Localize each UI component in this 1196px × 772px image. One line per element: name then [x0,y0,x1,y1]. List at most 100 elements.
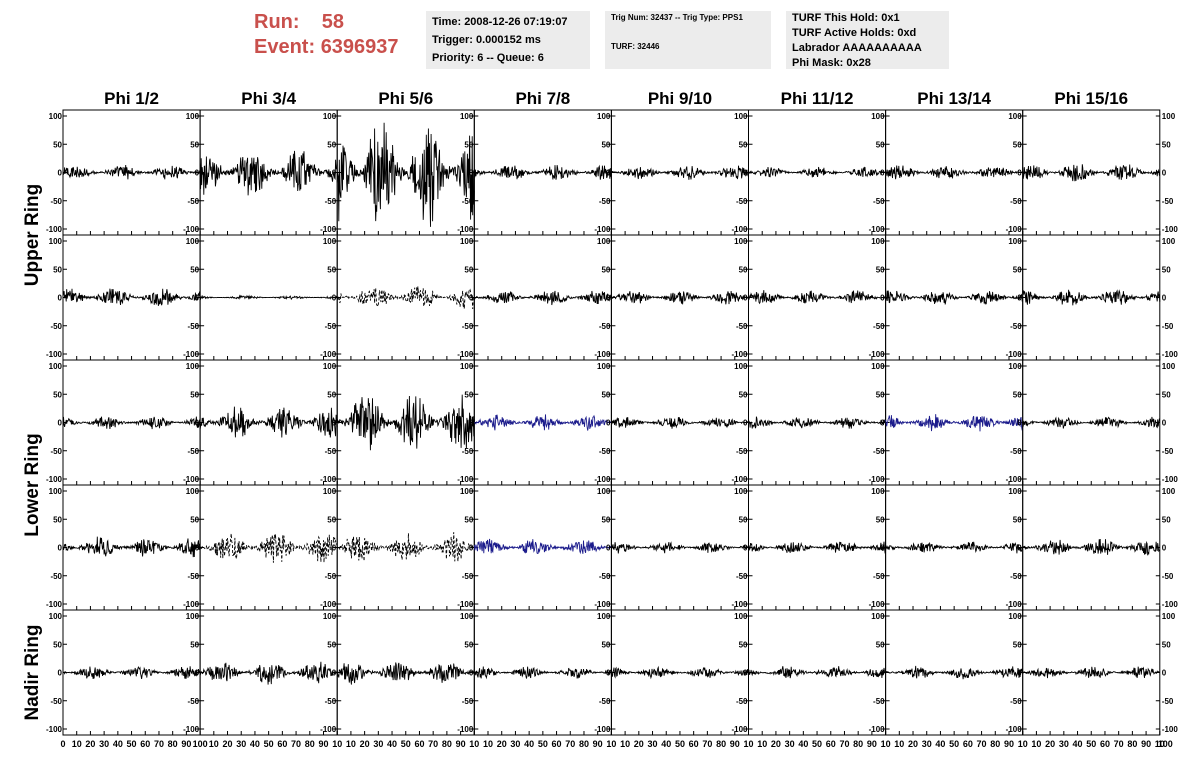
xtick-label: 20 [1045,739,1055,749]
ytick-label: 0 [1017,669,1022,678]
xtick-label: 40 [387,739,397,749]
ytick-label: 0 [880,544,885,553]
xtick-label: 20 [85,739,95,749]
xtick-label: 90 [867,739,877,749]
ytick-label: 50 [601,515,610,524]
time-text: Time: 2008-12-26 07:19:07 [432,16,568,28]
xtick-label: 10 [1155,739,1165,749]
ytick-label: 50 [876,140,885,149]
xtick-label: 90 [318,739,328,749]
ytick-label: 50 [464,390,473,399]
ytick-label: 0 [195,169,200,178]
xtick-label: 0 [60,739,65,749]
ytick-label: 50 [601,265,610,274]
ytick-label: -50 [325,572,337,581]
priority-text: Priority: 6 -- Queue: 6 [432,52,544,64]
ytick-label-right: 100 [1162,612,1176,621]
xtick-label: 30 [373,739,383,749]
ytick-label: 50 [739,515,748,524]
ytick-label: 100 [1008,362,1022,371]
xtick-label: 20 [634,739,644,749]
ytick-label: -100 [183,600,200,609]
run-label: Run: [254,11,300,33]
ytick-label: 50 [190,640,199,649]
ytick-label: 0 [880,169,885,178]
ytick-label: 50 [327,140,336,149]
ytick-label: -50 [599,447,611,456]
xtick-label: 40 [1073,739,1083,749]
ytick-label: 50 [464,515,473,524]
ytick-label: 100 [460,112,474,121]
ytick-label: 50 [53,140,62,149]
xtick-label: 10 [757,739,767,749]
xtick-label: 90 [1141,739,1151,749]
xtick-label: 40 [250,739,260,749]
waveform-trace [610,665,749,680]
ytick-label: -50 [325,322,337,331]
ytick-label: 50 [739,640,748,649]
ytick-label-right: 0 [1162,419,1167,428]
ytick-label: 0 [880,294,885,303]
ytick-label: 50 [739,390,748,399]
xtick-label: 70 [839,739,849,749]
ytick-label: 50 [739,265,748,274]
xtick-label: 10 [469,739,479,749]
ytick-label: -50 [736,322,748,331]
xtick-label: 20 [223,739,233,749]
ytick-label: -50 [599,197,611,206]
waveform-trace [748,416,887,429]
phi-header-6: Phi 11/12 [781,89,854,108]
waveform-trace [885,541,1024,554]
xtick-label: 10 [332,739,342,749]
ytick-label: -50 [462,322,474,331]
event-value: 6396937 [320,36,399,58]
ytick-label-right: 50 [1162,390,1171,399]
waveform-trace [611,165,749,180]
xtick-label: 10 [346,739,356,749]
ytick-label: -50 [599,322,611,331]
ytick-label: -100 [457,475,474,484]
ytick-label: -100 [731,725,748,734]
turf-info-box: TURF This Hold: 0x1 TURF Active Holds: 0… [786,11,949,69]
ytick-label: -100 [869,225,886,234]
ytick-label: 50 [1013,390,1022,399]
waveform-trace [337,286,475,310]
waveform-trace [748,666,887,679]
waveform-trace [474,414,612,431]
waveform-trace [473,666,612,680]
panel-frame [199,359,338,486]
ytick-label-right: 0 [1162,669,1167,678]
ytick-label: 50 [190,390,199,399]
xtick-label: 80 [305,739,315,749]
xtick-label: 10 [1018,739,1028,749]
xtick-label: 80 [990,739,1000,749]
xtick-label: 50 [401,739,411,749]
xtick-label: 30 [510,739,520,749]
xtick-label: 50 [538,739,548,749]
ytick-label: -50 [325,197,337,206]
ytick-label: -100 [731,600,748,609]
waveform-trace [62,665,201,680]
phi-mask-text: Phi Mask: 0x28 [792,57,871,69]
ytick-label: -50 [462,572,474,581]
xtick-label: 100 [193,739,208,749]
waveform-trace [885,290,1024,306]
xtick-label: 90 [593,739,603,749]
ytick-label: 0 [606,544,611,553]
waveform-trace [1022,289,1161,306]
ytick-label: -100 [457,725,474,734]
ytick-label: -100 [183,725,200,734]
ytick-label: -50 [736,197,748,206]
ytick-label: 50 [190,265,199,274]
ytick-label: 100 [460,612,474,621]
ytick-label: -100 [46,350,63,359]
trigger-text: Trigger: 0.000152 ms [432,34,541,46]
ytick-label: -100 [594,600,611,609]
waveform-trace [610,541,749,554]
phi-header-7: Phi 13/14 [917,89,991,108]
ytick-label: 0 [1017,419,1022,428]
ytick-label: -100 [320,225,337,234]
ytick-label-right: 50 [1162,265,1171,274]
ytick-label: -100 [731,350,748,359]
ytick-label: 100 [323,112,337,121]
